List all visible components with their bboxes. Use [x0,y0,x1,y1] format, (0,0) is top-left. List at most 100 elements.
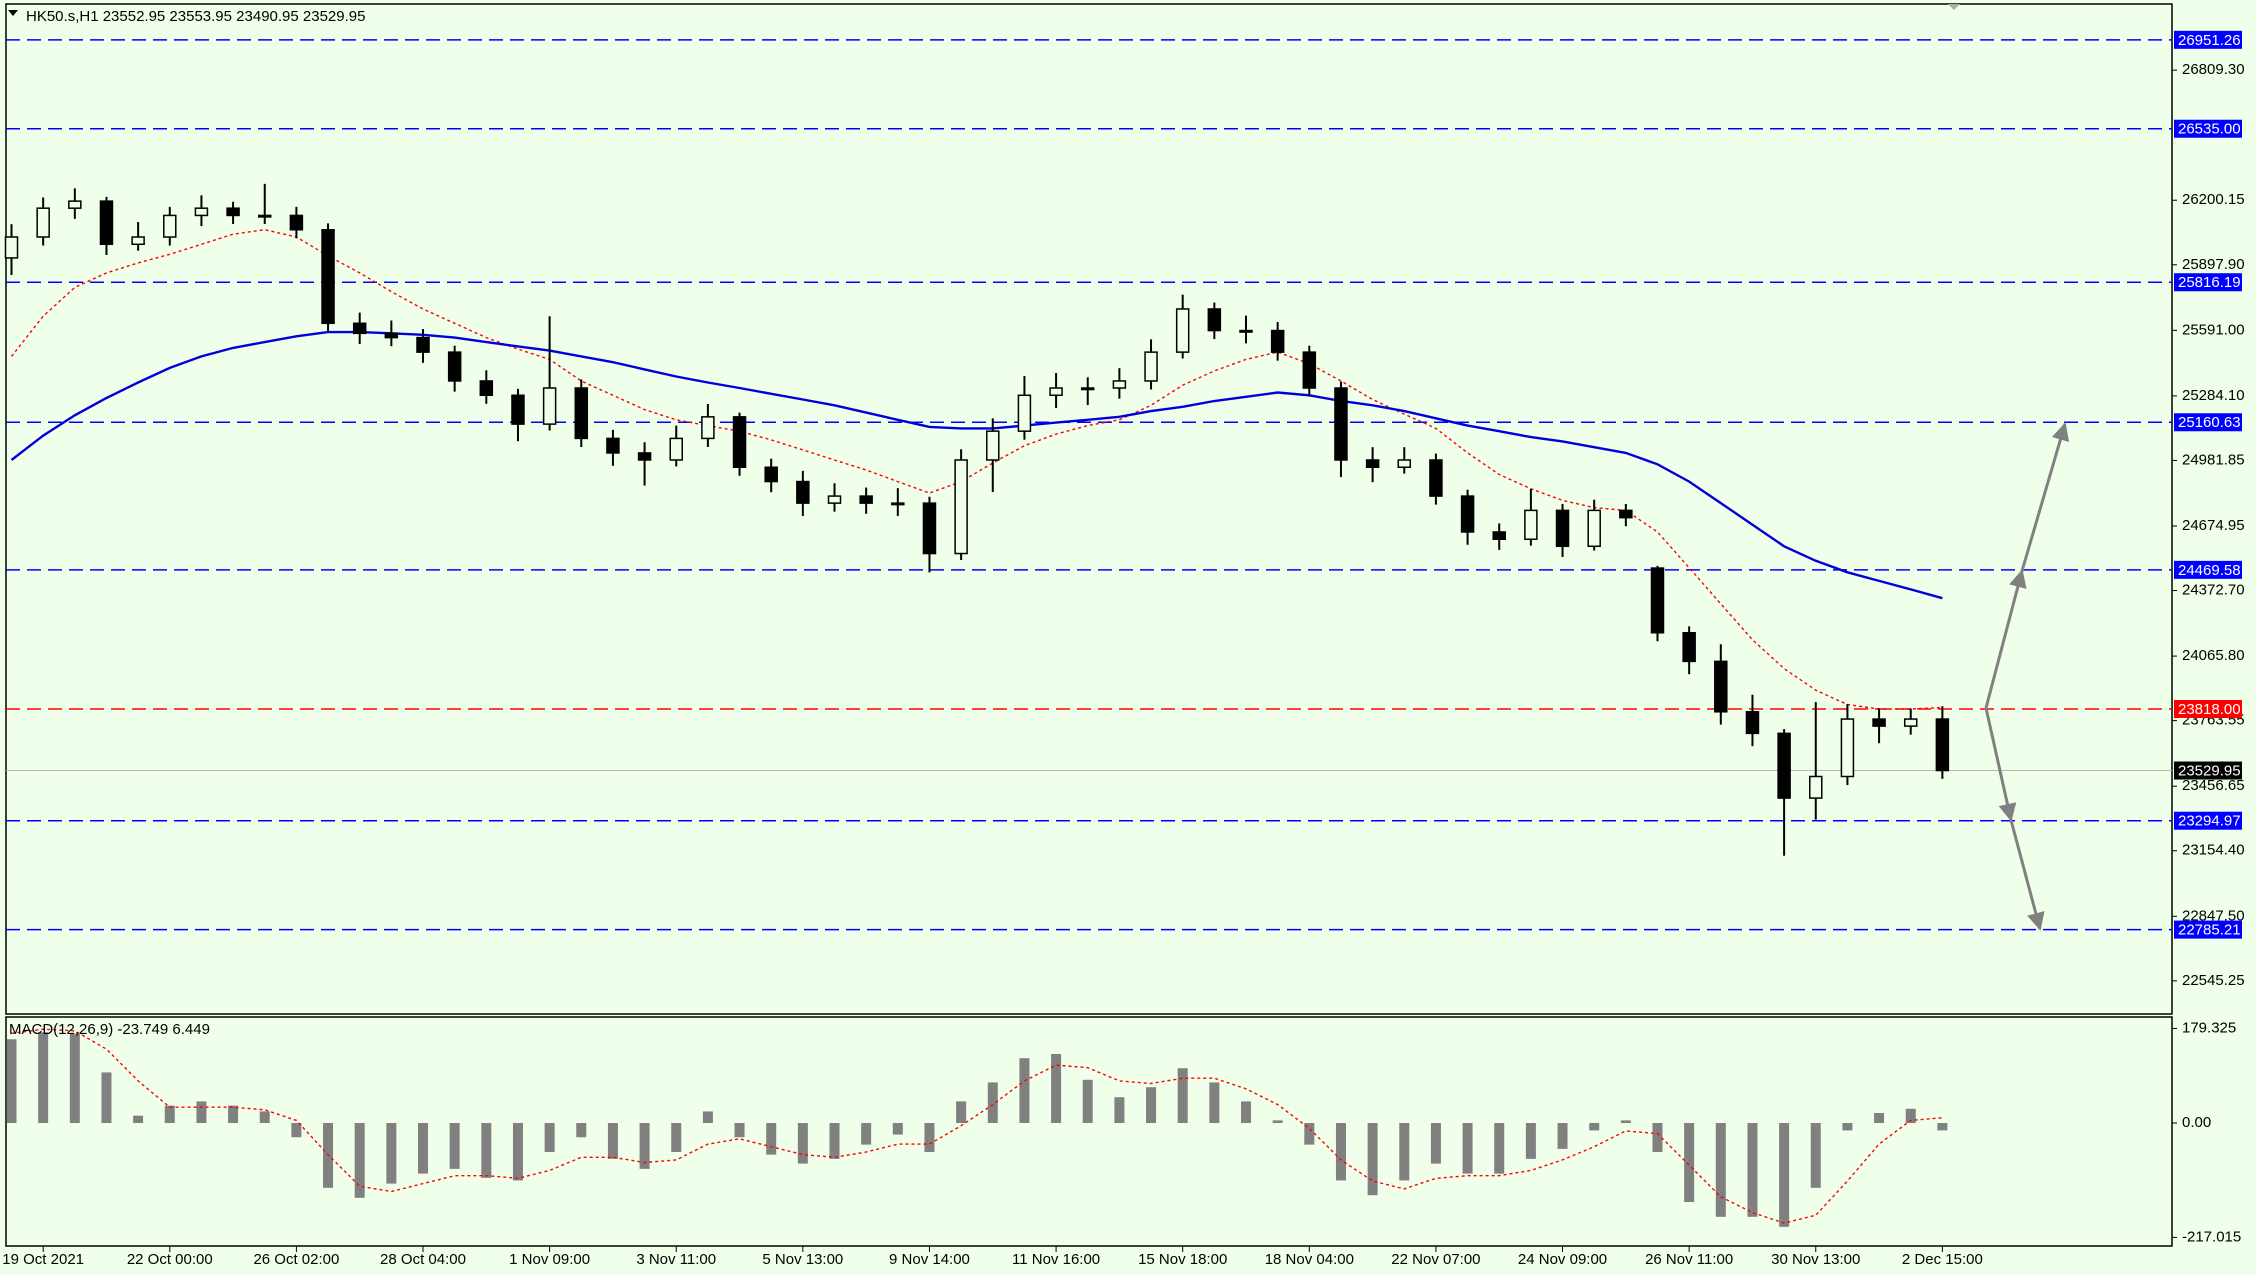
candle-body [1112,380,1127,389]
macd-bar [1715,1123,1726,1217]
chart-header: HK50.s,H1 23552.95 23553.95 23490.95 235… [26,8,365,25]
macd-bar [449,1123,460,1169]
level-label: 26535.00 [2178,121,2241,138]
y-tick-label: 26809.30 [2182,61,2245,78]
arrow-down-1 [1984,707,2017,822]
candle-body [859,495,873,504]
candle-body [163,214,177,238]
macd-bar [1652,1123,1663,1152]
candle-body [1207,308,1222,332]
candle-body [226,207,240,217]
candle-body [637,452,652,461]
macd-bar [1114,1097,1125,1124]
macd-bar [1209,1082,1220,1124]
candle-body [1270,329,1285,353]
x-tick-label: 30 Nov 13:00 [1771,1251,1860,1268]
x-tick-label: 9 Nov 14:00 [889,1251,970,1268]
macd-bar [1525,1123,1536,1159]
candle-body [1049,387,1063,397]
macd-bar [1589,1123,1600,1131]
candle-body [1619,509,1633,519]
macd-bar [1842,1123,1853,1131]
x-tick-label: 24 Nov 09:00 [1518,1251,1607,1268]
candle-body [986,430,1000,461]
macd-bar [1335,1123,1346,1181]
candle-body [1429,459,1443,497]
level-label: 25816.19 [2178,274,2241,291]
y-tick-label: 0.00 [2182,1114,2211,1131]
macd-bar [892,1123,903,1135]
candle-body [1587,509,1601,548]
macd-bar [512,1123,523,1181]
macd-bar [956,1101,967,1124]
y-tick-label: 25284.10 [2182,387,2245,404]
level-label: 25160.63 [2178,414,2241,431]
macd-bar [797,1123,808,1164]
macd-bar [607,1123,618,1159]
candle-body [4,236,19,259]
candle-body [669,437,683,461]
symbol-menu-triangle[interactable] [8,10,18,16]
candle-body [1935,718,1950,772]
x-tick-label: 2 Dec 15:00 [1902,1251,1983,1268]
candle-body [321,228,335,325]
candle-body [289,214,304,231]
candle-body [796,480,810,504]
candle-body [1555,509,1570,548]
macd-bar [702,1111,713,1124]
level-box [2174,700,2242,719]
macd-bar [418,1123,429,1174]
candle-body [764,466,778,483]
candle-body [1175,308,1190,353]
level-box [2174,273,2242,292]
candle-body [99,200,114,246]
candle-body [827,495,842,504]
macd-header: MACD(12,26,9) -23.749 6.449 [9,1021,210,1038]
y-tick-label: 26200.15 [2182,191,2245,208]
macd-bar [1177,1068,1188,1124]
candle-body [1365,459,1380,468]
macd-bar [924,1123,935,1152]
macd-signal [11,1028,1943,1224]
level-label: 24469.58 [2178,562,2241,579]
candle-body [1080,387,1095,391]
candle-body [479,380,494,397]
candle-body [384,332,399,339]
macd-bar [386,1123,397,1184]
candle-body [1714,660,1728,713]
level-box [2174,119,2242,138]
candle-body [1809,775,1823,799]
y-tick-label: 25897.90 [2182,256,2245,273]
macd-bar [101,1072,112,1124]
x-tick-label: 19 Oct 2021 [2,1251,84,1268]
candle-body [574,387,589,440]
x-tick-label: 3 Nov 11:00 [636,1251,716,1268]
macd-bar [1430,1123,1441,1164]
candle-body [194,207,209,217]
macd-bar [38,1032,49,1124]
candle-body [891,502,905,506]
macd-bar [354,1123,365,1198]
macd-bar [1082,1079,1093,1124]
candle-body [1334,387,1348,461]
level-box [2174,30,2242,49]
candle-body [1397,459,1412,468]
macd-bar [1241,1101,1252,1124]
macd-bar [987,1082,998,1124]
level-label: 26951.26 [2178,32,2241,49]
x-tick-label: 26 Oct 02:00 [253,1251,339,1268]
macd-bar [1874,1113,1885,1124]
candle-body [1745,711,1760,735]
arrow-up-2 [2020,422,2070,572]
macd-bar [481,1123,492,1178]
macd-bar [1272,1120,1283,1124]
candle-body [606,437,620,454]
level-label: 23294.97 [2178,813,2241,830]
candle-body [922,502,937,555]
moving-average [10,330,1943,600]
macd-bar [1367,1123,1378,1196]
last-price-label: 23529.95 [2178,763,2241,780]
candle-body [1460,495,1475,533]
